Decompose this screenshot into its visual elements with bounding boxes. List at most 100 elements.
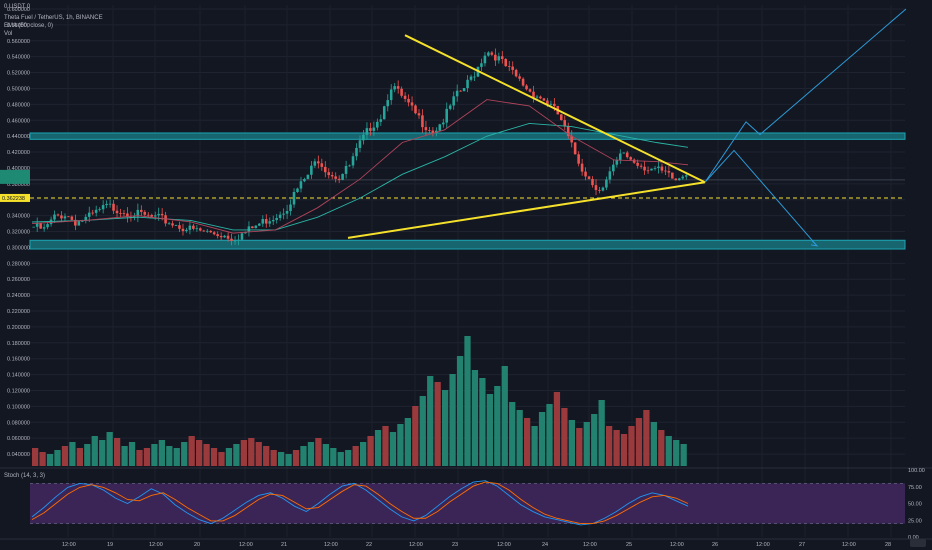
candle-body	[514, 69, 518, 77]
volume-bar	[225, 448, 233, 466]
candle-body	[358, 140, 362, 148]
price-tick-label: 0.420000	[7, 150, 30, 156]
stoch-tick-label: 75.00	[908, 485, 922, 491]
moving-averages	[31, 99, 689, 234]
time-tick-label: 28	[885, 542, 891, 548]
candle-body	[258, 223, 261, 226]
volume-bar	[121, 446, 128, 466]
volume-bars	[32, 336, 687, 466]
volume-bar	[106, 432, 113, 466]
candle-body	[372, 127, 376, 131]
candle-body	[657, 166, 660, 169]
candle-body	[546, 100, 549, 105]
volume-bar	[576, 428, 583, 466]
candle-body	[410, 102, 414, 106]
candle-body	[511, 66, 514, 70]
volume-bar	[568, 420, 575, 466]
volume-bar	[330, 448, 337, 466]
volume-bar	[412, 406, 419, 466]
time-tick-label: 12:00	[756, 542, 770, 548]
candle-body	[230, 238, 233, 241]
candle-body	[445, 108, 449, 123]
ma-line	[31, 99, 689, 234]
candle-body	[56, 214, 60, 216]
candle-body	[525, 85, 528, 90]
volume-bar	[561, 408, 568, 466]
volume-bar	[650, 422, 657, 466]
price-tick-label: 0.160000	[7, 357, 30, 363]
candle-body	[344, 166, 348, 174]
candle-body	[91, 212, 94, 214]
price-tick-label: 0.080000	[7, 420, 30, 426]
ema-legend[interactable]: EMA (50, close, 0)	[4, 23, 54, 29]
candle-body	[313, 161, 317, 166]
stoch-tick-label: 0.00	[908, 535, 919, 541]
candle-body	[494, 54, 497, 61]
time-tick-label: 27	[799, 542, 805, 548]
volume-bar	[546, 404, 553, 466]
price-tick-label: 0.540000	[7, 55, 30, 61]
candle-body	[601, 187, 605, 191]
projection-arrowhead	[810, 240, 819, 247]
time-axis[interactable]: 12:00 19 12:00 20 12:00 21 12:00 22 12:00 23 12:00…	[0, 538, 932, 548]
volume-bar	[54, 450, 61, 466]
candle-body	[376, 121, 379, 128]
candle-body	[664, 170, 667, 172]
candle-body	[362, 134, 365, 141]
volume-bar	[509, 402, 516, 466]
volume-bar	[196, 440, 203, 466]
volume-bar	[591, 414, 598, 466]
volume-bar	[665, 436, 672, 466]
stoch-pane: 100.00 75.00 50.00 25.00 0.00	[0, 467, 932, 541]
candle-body	[348, 165, 351, 167]
candle-body	[133, 216, 136, 218]
volume-bar	[442, 390, 449, 466]
candle-body	[587, 176, 591, 179]
price-tick-label: 0.500000	[7, 86, 30, 92]
volume-bar	[486, 394, 493, 466]
symbol-legend[interactable]: Theta Fuel / TetherUS, 1h, BINANCE	[4, 15, 103, 21]
price-tick-label: 0.100000	[7, 404, 30, 410]
candle-body	[323, 166, 327, 173]
price-tick-label: 0.580000	[7, 23, 30, 29]
candle-body	[240, 233, 244, 240]
tradingview-logo-icon[interactable]	[910, 539, 926, 547]
candle-body	[386, 100, 390, 107]
volume-bar	[181, 442, 188, 466]
candle-body	[351, 156, 355, 166]
candle-body	[188, 225, 192, 230]
volume-bar	[404, 418, 411, 466]
volume-bar	[91, 436, 98, 466]
candle-body	[684, 175, 688, 177]
candle-body	[67, 216, 70, 218]
volume-bar	[367, 436, 374, 466]
price-tick-label: 0.320000	[7, 230, 30, 236]
candle-body	[139, 209, 143, 212]
time-tick-label: 22	[366, 542, 372, 548]
volume-bar	[494, 386, 501, 466]
price-axis[interactable]: 0.600000 0.580000 0.560000 0.540000 0.520000…	[0, 7, 30, 458]
volume-bar	[61, 446, 69, 466]
candle-body	[223, 235, 226, 238]
candle-body	[400, 88, 403, 96]
candle-body	[487, 52, 490, 56]
candle-body	[268, 221, 271, 224]
price-tick-label: 0.140000	[7, 373, 30, 379]
candle-body	[535, 96, 539, 98]
volume-legend[interactable]: Vol	[4, 31, 13, 37]
candle-body	[185, 229, 188, 232]
time-tick-label: 24	[542, 542, 548, 548]
candle-body	[573, 142, 577, 155]
candle-body	[646, 170, 650, 172]
stoch-legend[interactable]: Stoch (14, 3, 3)	[4, 473, 46, 479]
volume-bar	[680, 444, 687, 466]
volume-bar	[46, 454, 54, 466]
price-tick-label: 0.560000	[7, 39, 30, 45]
volume-bar	[606, 426, 613, 466]
candle-body	[570, 135, 573, 143]
resistance-zone	[29, 132, 906, 140]
volume-bar	[32, 448, 39, 466]
candle-body	[379, 119, 383, 122]
candle-body	[542, 98, 546, 101]
